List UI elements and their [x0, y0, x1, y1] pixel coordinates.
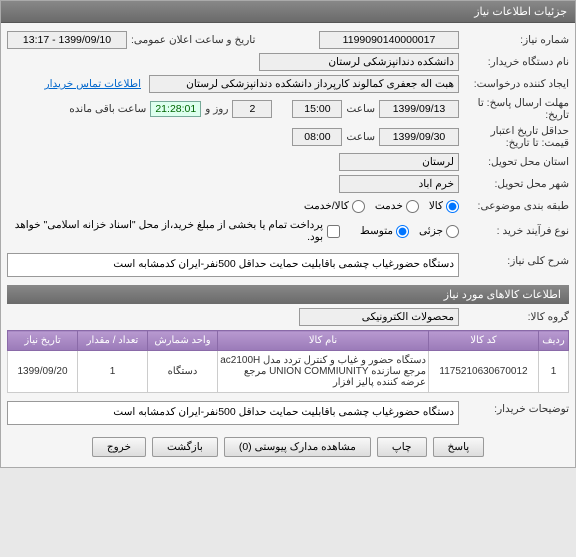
cell-date: 1399/09/20 — [8, 351, 78, 393]
reply-time-field — [292, 100, 342, 118]
radio-service[interactable] — [406, 200, 419, 213]
city-label: شهر محل تحویل: — [459, 178, 569, 190]
radio-both[interactable] — [352, 200, 365, 213]
th-date: تاریخ نیاز — [8, 331, 78, 351]
process-label: نوع فرآیند خرید : — [459, 225, 569, 237]
panel-title: جزئیات اطلاعات نیاز — [1, 1, 575, 23]
th-name: نام کالا — [218, 331, 429, 351]
validity-time-field — [292, 128, 342, 146]
th-unit: واحد شمارش — [148, 331, 218, 351]
th-code: کد کالا — [429, 331, 539, 351]
group-label: طبقه بندی موضوعی: — [459, 200, 569, 212]
buyer-contact-link[interactable]: اطلاعات تماس خریدار — [45, 78, 141, 90]
cell-unit: دستگاه — [148, 351, 218, 393]
reply-button[interactable]: پاسخ — [433, 437, 485, 457]
desc-title-label: شرح کلی نیاز: — [459, 251, 569, 267]
table-row[interactable]: 1 1175210630670012 دستگاه حضور و غیاب و … — [8, 351, 569, 393]
province-label: استان محل تحویل: — [459, 156, 569, 168]
province-field — [339, 153, 459, 171]
attachments-button[interactable]: مشاهده مدارک پیوستی (0) — [224, 437, 371, 457]
cell-code: 1175210630670012 — [429, 351, 539, 393]
req-no-field — [319, 31, 459, 49]
group-radio-group: کالا خدمت کالا/خدمت — [304, 200, 459, 213]
radio-both-label: کالا/خدمت — [304, 200, 349, 212]
radio-small[interactable] — [446, 225, 459, 238]
desc-title-box: دستگاه حضورغیاب چشمی باقابلیت حمایت حداق… — [7, 253, 459, 277]
buyer-field — [259, 53, 459, 71]
buyer-notes-box: دستگاه حضورغیاب چشمی باقابلیت حمایت حداق… — [7, 401, 459, 425]
reply-date-field — [379, 100, 459, 118]
time-label-1: ساعت — [342, 103, 379, 115]
days-label: روز و — [201, 103, 232, 115]
cell-qty: 1 — [78, 351, 148, 393]
islamic-label: پرداخت تمام یا بخشی از مبلغ خرید،از محل … — [7, 219, 323, 243]
radio-goods[interactable] — [446, 200, 459, 213]
pub-datetime-label: تاریخ و ساعت اعلان عمومی: — [127, 34, 259, 46]
radio-small-label: جزئی — [419, 225, 443, 237]
print-button[interactable]: چاپ — [377, 437, 427, 457]
radio-medium-label: متوسط — [360, 225, 393, 237]
buyer-notes-label: توضیحات خریدار: — [459, 399, 569, 415]
city-field — [339, 175, 459, 193]
cell-name: دستگاه حضور و غیاب و کنترل تردد مدل ac21… — [218, 351, 429, 393]
pub-datetime-field — [7, 31, 127, 49]
items-section-header: اطلاعات کالاهای مورد نیاز — [7, 285, 569, 304]
cell-row: 1 — [539, 351, 569, 393]
th-qty: تعداد / مقدار — [78, 331, 148, 351]
validity-label: حداقل تاریخ اعتبار قیمت: تا تاریخ: — [459, 125, 569, 149]
islamic-checkbox[interactable] — [327, 225, 340, 238]
process-radio-group: جزئی متوسط — [360, 225, 459, 238]
radio-service-label: خدمت — [375, 200, 403, 212]
goods-group-label: گروه کالا: — [459, 311, 569, 323]
reply-deadline-label: مهلت ارسال پاسخ: تا تاریخ: — [459, 97, 569, 121]
items-table: ردیف کد کالا نام کالا واحد شمارش تعداد /… — [7, 330, 569, 393]
buyer-label: نام دستگاه خریدار: — [459, 56, 569, 68]
exit-button[interactable]: خروج — [92, 437, 146, 457]
th-row: ردیف — [539, 331, 569, 351]
creator-field — [149, 75, 459, 93]
radio-medium[interactable] — [396, 225, 409, 238]
countdown-timer: 21:28:01 — [150, 101, 201, 117]
days-left-field — [232, 100, 272, 118]
validity-date-field — [379, 128, 459, 146]
remain-label: ساعت باقی مانده — [65, 103, 150, 115]
goods-group-field — [299, 308, 459, 326]
time-label-2: ساعت — [342, 131, 379, 143]
radio-goods-label: کالا — [429, 200, 443, 212]
back-button[interactable]: بازگشت — [152, 437, 218, 457]
req-no-label: شماره نیاز: — [459, 34, 569, 46]
creator-label: ایجاد کننده درخواست: — [459, 78, 569, 90]
